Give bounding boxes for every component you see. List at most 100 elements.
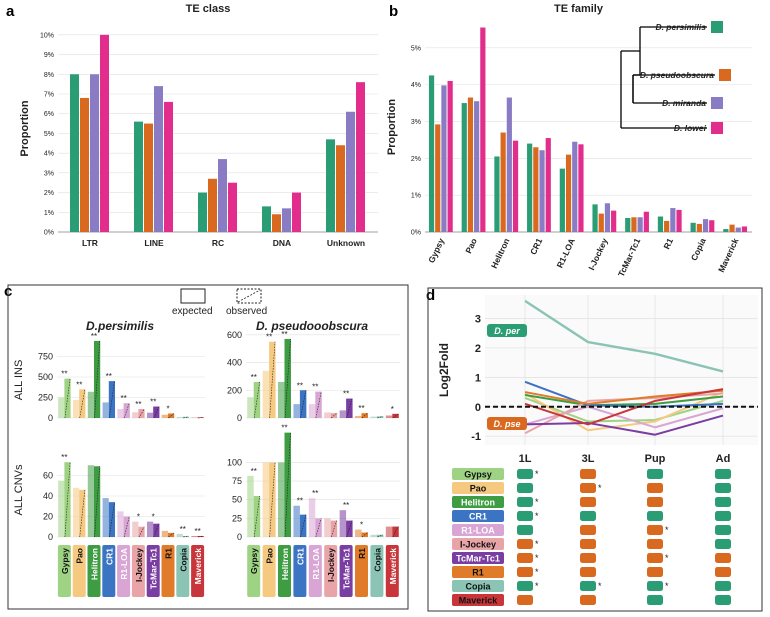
bar-expected-R1 — [161, 530, 168, 537]
category-label-box: CR1 — [102, 545, 116, 597]
y-tick-label: 3 — [475, 314, 481, 326]
bar-expected-Pao — [262, 462, 270, 537]
cell-per — [647, 595, 663, 605]
bar-observed-CR1 — [108, 381, 116, 418]
category-label-box: Helitron — [87, 545, 101, 597]
cell-pse — [580, 497, 596, 507]
bar-b-R1-0 — [657, 216, 664, 232]
bar-expected-R1 — [161, 414, 168, 418]
bar-expected-CR1 — [102, 498, 109, 537]
category-swatch — [191, 545, 205, 597]
observed-diagonal — [361, 412, 368, 419]
bar-expected-I-Jockey — [132, 412, 139, 418]
bar-observed-TcMar-Tc1 — [346, 398, 353, 418]
chart-b: TE family Proportion 0% 1% 2% 3% 4% 5% Gypsy Pao H… — [386, 3, 752, 278]
category-label-box: Maverick — [385, 545, 399, 597]
y-tick-label: 20 — [43, 512, 53, 522]
observed-diagonal — [377, 534, 383, 538]
bar-expected-CR1 — [293, 404, 300, 418]
row-label-box — [452, 566, 504, 578]
bar-expected-I-Jockey — [132, 521, 139, 537]
significance-mark: * — [535, 553, 539, 563]
bar-expected-TcMar-Tc1 — [339, 510, 347, 537]
observed-diagonal — [346, 520, 353, 538]
cell-per — [517, 525, 533, 535]
row-label-box — [452, 496, 504, 508]
bar-expected-I-Jockey — [324, 412, 331, 418]
significance-mark: ** — [343, 390, 349, 399]
significance-mark: * — [137, 513, 140, 522]
observed-diagonal — [64, 378, 71, 419]
observed-diagonal — [168, 413, 174, 419]
bar-b-Gypsy-2 — [441, 85, 447, 232]
x-tick-label: Unknown — [327, 238, 365, 248]
bar-b-I-Jockey-1 — [598, 213, 604, 232]
bar-b-R1-LOA-3 — [578, 144, 584, 232]
bar-expected-Copia — [176, 533, 183, 537]
y-tick-label: 7% — [44, 92, 54, 99]
bar-a-LINE-2 — [154, 86, 163, 232]
legend-label: D. lowei — [674, 123, 707, 133]
x-tick-label: I-Jockey — [586, 236, 610, 271]
bar-b-Copia-0 — [690, 222, 696, 232]
bar-a-LINE-1 — [144, 123, 153, 232]
significance-mark: ** — [281, 424, 287, 433]
significance-mark: * — [535, 511, 539, 521]
legend-label: D. miranda — [662, 98, 706, 108]
category-label: I-Jockey — [134, 548, 144, 582]
line-Maverick — [524, 388, 724, 426]
label-per-box — [487, 324, 527, 337]
bar-a-DNA-1 — [272, 214, 281, 232]
significance-mark: * — [391, 405, 394, 414]
category-label: R1-LOA — [311, 548, 321, 580]
bar-a-Unknown-0 — [326, 139, 335, 232]
y-tick-label: 4% — [411, 82, 421, 89]
bar-b-I-Jockey-2 — [604, 203, 611, 232]
observed-diagonal — [64, 462, 71, 538]
bar-b-TcMar-Tc1-2 — [637, 217, 643, 232]
category-swatch — [72, 545, 86, 597]
significance-mark: ** — [61, 370, 67, 379]
legend-observed-label: observed — [226, 306, 267, 317]
significance-mark: ** — [251, 373, 257, 382]
y-tick-label: 50 — [232, 495, 242, 505]
cell-per — [715, 595, 731, 605]
bar-a-DNA-3 — [292, 192, 301, 232]
row-label: R1 — [472, 568, 484, 578]
significance-mark: * — [535, 539, 539, 549]
y-tick-label: 0% — [411, 230, 421, 237]
observed-diagonal — [269, 462, 276, 538]
bar-b-Helitron-2 — [506, 97, 512, 233]
category-swatch — [278, 545, 291, 597]
row-label: TcMar-Tc1 — [456, 554, 500, 564]
bar-b-R1-LOA-0 — [559, 168, 565, 232]
row-label: Helitron — [461, 498, 495, 508]
bar-b-R1-LOA-2 — [572, 141, 578, 232]
y-tick-label: 6% — [44, 111, 54, 118]
x-tick-label: R1 — [661, 236, 675, 250]
observed-diagonal — [109, 502, 115, 538]
significance-mark: * — [360, 521, 363, 530]
cell-per — [580, 511, 596, 521]
cell-pse — [517, 595, 533, 605]
y-tick-label: 400 — [227, 358, 242, 368]
bar-a-RC-2 — [218, 159, 227, 232]
bar-b-Copia-2 — [702, 219, 709, 232]
line-R1 — [524, 389, 724, 405]
panel-letter-a: a — [6, 3, 15, 20]
bar-b-CR1-3 — [545, 138, 551, 232]
bar-expected-Copia — [370, 534, 377, 537]
bar-expected-R1 — [355, 529, 362, 537]
bar-expected-Helitron — [278, 462, 285, 537]
category-swatch — [370, 545, 384, 597]
cell-per — [517, 483, 533, 493]
bar-expected-R1-LOA — [117, 408, 124, 418]
observed-diagonal — [377, 416, 383, 419]
bar-b-CR1-0 — [527, 143, 533, 232]
bar-b-R1-3 — [676, 209, 682, 232]
y-tick-label: 5% — [411, 45, 421, 52]
bar-b-Gypsy-3 — [447, 80, 453, 233]
significance-mark: ** — [180, 525, 186, 534]
